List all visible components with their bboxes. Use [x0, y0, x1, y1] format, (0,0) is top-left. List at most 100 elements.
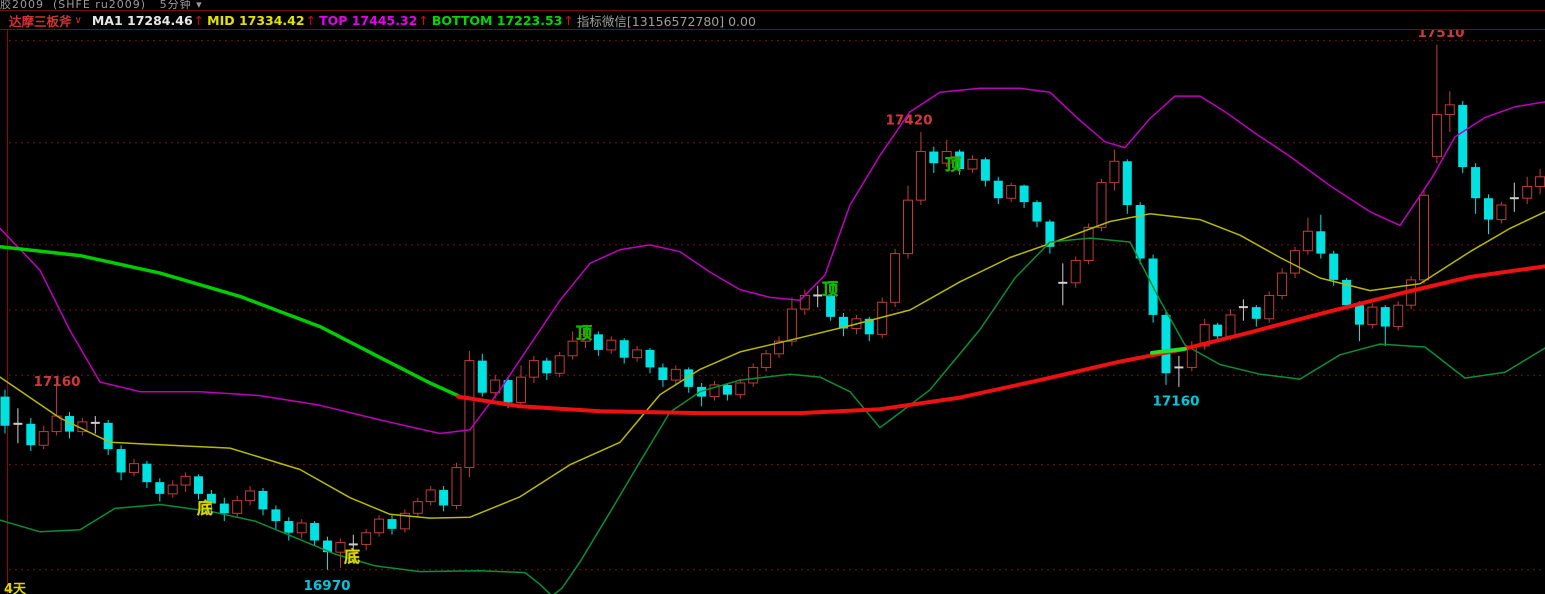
- candle-down: [1380, 307, 1390, 327]
- candle-up: [245, 490, 256, 502]
- candle-down: [1161, 314, 1171, 374]
- candle-up: [399, 512, 410, 530]
- candle-down: [310, 523, 320, 541]
- up-arrow-icon: ↑: [563, 12, 574, 28]
- candle-down: [1484, 198, 1493, 220]
- candle-up: [129, 463, 139, 473]
- candle-up: [232, 500, 243, 514]
- candle-up: [361, 532, 372, 545]
- candle-down: [194, 476, 203, 494]
- candle-down: [1213, 324, 1223, 337]
- indicator-values: MA1 17284.46↑ MID 17334.42↑ TOP 17445.32↑ B…: [92, 13, 577, 28]
- zone-label: 顶: [945, 155, 961, 174]
- indicator-value: TOP 17445.32: [319, 12, 418, 28]
- candle-up: [1006, 185, 1017, 199]
- candle-down: [0, 396, 10, 426]
- ma-red-line: [456, 264, 1545, 416]
- candle-down: [155, 482, 165, 494]
- candle-down: [116, 449, 126, 473]
- candle-up: [1535, 176, 1545, 188]
- boll-bottom-line: [0, 237, 1545, 594]
- candle-up: [915, 151, 926, 201]
- candle-down: [26, 423, 36, 446]
- candle-up: [38, 431, 49, 446]
- candle-down: [980, 159, 990, 181]
- candle-down: [1032, 202, 1042, 222]
- candle-down: [1355, 305, 1364, 325]
- pivot-label: 17420: [886, 112, 933, 128]
- candle-up: [1083, 226, 1094, 261]
- candle-up: [1367, 306, 1378, 326]
- candle-up: [1496, 204, 1507, 221]
- candle-down: [1135, 205, 1145, 259]
- candle-down: [929, 151, 939, 164]
- candle-down: [65, 416, 74, 432]
- candle-down: [839, 316, 848, 329]
- candle-up: [670, 368, 681, 381]
- candle-up: [451, 467, 462, 507]
- contract-title[interactable]: 胶2009 (SHFE ru2009) 5分钟 ▾: [0, 0, 203, 10]
- candle-up: [180, 475, 191, 486]
- candle-up: [464, 360, 475, 469]
- candle-up: [761, 353, 772, 368]
- zone-label: 顶: [822, 280, 838, 299]
- candle-up: [632, 349, 643, 359]
- candle-down: [387, 519, 397, 529]
- chevron-down-icon[interactable]: ∨: [74, 14, 82, 26]
- candle-up: [735, 382, 746, 396]
- candle-up: [1225, 314, 1236, 337]
- zone-label: 底: [197, 498, 213, 517]
- candle-up: [606, 339, 617, 351]
- boll-top-line: [0, 87, 1545, 435]
- trend-flip-segment-line: [1150, 346, 1187, 355]
- indicator-value: BOTTOM 17223.53: [431, 12, 563, 28]
- candle-up: [567, 340, 578, 357]
- candle-down: [619, 340, 629, 358]
- pivot-label: 17160: [34, 374, 81, 390]
- candle-up: [799, 294, 810, 310]
- candle-down: [219, 503, 229, 514]
- candle-down: [658, 367, 668, 381]
- candle-down: [542, 360, 552, 374]
- indicator-name[interactable]: 达摩三板斧: [9, 13, 72, 29]
- candle-up: [528, 360, 539, 378]
- candle-up: [1096, 182, 1107, 228]
- candle-down: [323, 540, 332, 553]
- candle-up: [412, 501, 423, 514]
- pivot-label: 16970: [304, 578, 351, 594]
- candle-up: [580, 333, 591, 342]
- candle-up: [1277, 272, 1288, 296]
- candle-up: [516, 376, 526, 403]
- candle-up: [748, 366, 759, 384]
- candle-down: [593, 334, 603, 350]
- candle-down: [503, 380, 513, 403]
- candle-up: [1393, 304, 1404, 328]
- ma-green-line: [0, 245, 460, 398]
- candle-down: [1251, 307, 1261, 319]
- pivot-label: 17160: [1153, 393, 1200, 409]
- candle-down: [103, 422, 113, 450]
- up-arrow-icon: ↑: [305, 12, 317, 28]
- candle-up: [1419, 194, 1429, 281]
- candle-up: [941, 151, 952, 164]
- candle-up: [1431, 114, 1442, 157]
- candle-down: [477, 360, 487, 393]
- candle-down: [826, 295, 836, 317]
- period-label: 4天: [4, 582, 27, 594]
- candle-up: [903, 199, 913, 255]
- candle-down: [1019, 185, 1029, 203]
- candle-down: [1342, 279, 1352, 306]
- candle-down: [864, 318, 874, 335]
- candle-up: [1109, 160, 1120, 184]
- up-arrow-icon: ↑: [193, 12, 205, 28]
- zone-label: 底: [344, 547, 360, 566]
- zone-label: 顶: [576, 323, 592, 342]
- indicator-value: MA1 17284.46: [91, 12, 193, 28]
- contract-titlebar[interactable]: 胶2009 (SHFE ru2009) 5分钟 ▾: [0, 0, 1545, 10]
- candle-up: [1444, 104, 1455, 116]
- indicator-bar: 达摩三板斧 ∨ MA1 17284.46↑ MID 17334.42↑ TOP 17…: [0, 10, 1545, 30]
- candle-up: [425, 489, 436, 503]
- indicator-value: MID 17334.42: [207, 12, 305, 28]
- candle-down: [271, 509, 281, 522]
